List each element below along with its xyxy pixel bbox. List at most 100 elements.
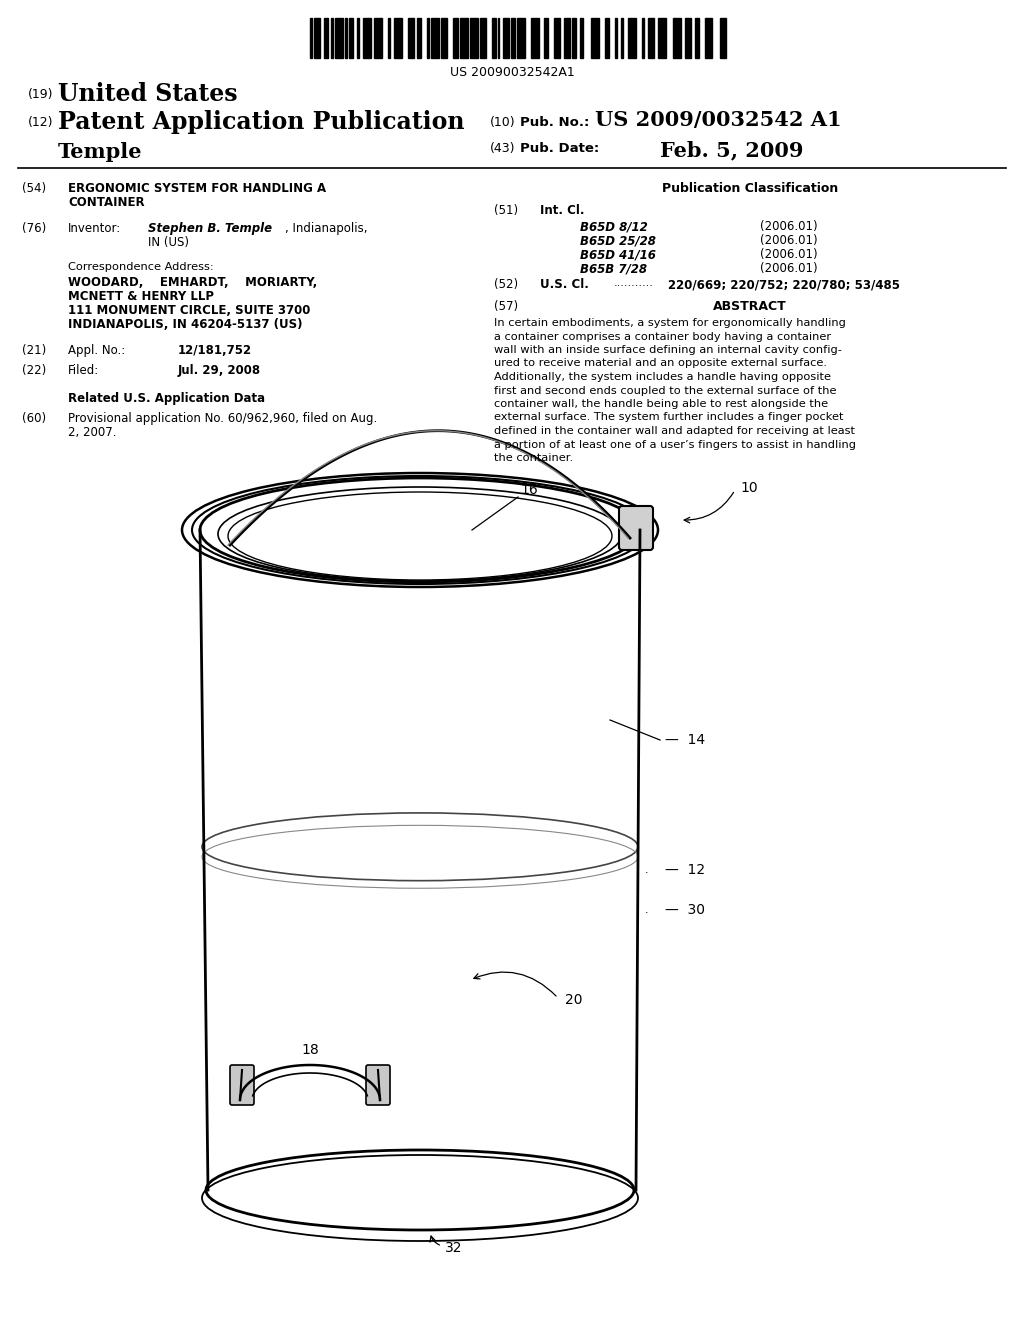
Text: 12/181,752: 12/181,752 [178,345,252,356]
Text: 10: 10 [740,480,758,495]
FancyBboxPatch shape [366,1065,390,1105]
Text: Patent Application Publication: Patent Application Publication [58,110,465,135]
Bar [388,18,390,58]
Text: (76): (76) [22,222,46,235]
Text: Inventor:: Inventor: [68,222,121,235]
Bar [431,18,439,58]
Bar [629,18,636,58]
Bar [504,18,509,58]
Text: defined in the container wall and adapted for receiving at least: defined in the container wall and adapte… [494,426,855,436]
Bar [480,18,485,58]
Bar [332,18,334,58]
Text: WOODARD,    EMHARDT,    MORIARTY,: WOODARD, EMHARDT, MORIARTY, [68,276,317,289]
Text: US 20090032542A1: US 20090032542A1 [450,66,574,79]
Bar [324,18,328,58]
Bar [720,18,726,58]
Text: (54): (54) [22,182,46,195]
Bar [605,18,609,58]
Text: IN (US): IN (US) [148,236,189,249]
Bar [453,18,459,58]
Bar [408,18,414,58]
Bar [314,18,319,58]
Text: (10): (10) [490,116,516,129]
Text: external surface. The system further includes a finger pocket: external surface. The system further inc… [494,412,844,422]
Bar [642,18,644,58]
Text: Additionally, the system includes a handle having opposite: Additionally, the system includes a hand… [494,372,831,381]
Bar [580,18,584,58]
Text: Temple: Temple [58,143,142,162]
Text: B65D 41/16: B65D 41/16 [580,248,656,261]
Bar [461,18,468,58]
Bar [657,18,666,58]
Text: container wall, the handle being able to rest alongside the: container wall, the handle being able to… [494,399,828,409]
Text: —  12: — 12 [665,863,706,876]
Text: Filed:: Filed: [68,364,99,378]
Bar [310,18,312,58]
Bar [394,18,401,58]
Bar [492,18,496,58]
Text: a container comprises a container body having a container: a container comprises a container body h… [494,331,831,342]
Text: INDIANAPOLIS, IN 46204-5137 (US): INDIANAPOLIS, IN 46204-5137 (US) [68,318,302,331]
Bar [357,18,358,58]
Bar [498,18,500,58]
Text: 111 MONUMENT CIRCLE, SUITE 3700: 111 MONUMENT CIRCLE, SUITE 3700 [68,304,310,317]
FancyBboxPatch shape [230,1065,254,1105]
Text: ured to receive material and an opposite external surface.: ured to receive material and an opposite… [494,359,827,368]
Bar [336,18,343,58]
Text: —  14: — 14 [665,733,706,747]
Bar [530,18,539,58]
Text: Related U.S. Application Data: Related U.S. Application Data [68,392,265,405]
Text: United States: United States [58,82,238,106]
Text: (12): (12) [28,116,53,129]
Text: Provisional application No. 60/962,960, filed on Aug.: Provisional application No. 60/962,960, … [68,412,377,425]
Bar [554,18,560,58]
Text: Int. Cl.: Int. Cl. [540,205,585,216]
Text: In certain embodiments, a system for ergonomically handling: In certain embodiments, a system for erg… [494,318,846,327]
Text: (60): (60) [22,412,46,425]
Bar [545,18,548,58]
Text: 220/669; 220/752; 220/780; 53/485: 220/669; 220/752; 220/780; 53/485 [668,279,900,290]
Bar [591,18,599,58]
Text: (2006.01): (2006.01) [760,234,817,247]
Bar [362,18,371,58]
Text: B65D 25/28: B65D 25/28 [580,234,656,247]
Text: (2006.01): (2006.01) [760,261,817,275]
Text: —  30: — 30 [665,903,705,917]
Bar [427,18,429,58]
Bar [470,18,478,58]
Bar [674,18,681,58]
Text: , Indianapolis,: , Indianapolis, [285,222,368,235]
Text: Appl. No.:: Appl. No.: [68,345,125,356]
Text: US 2009/0032542 A1: US 2009/0032542 A1 [595,110,842,129]
FancyBboxPatch shape [618,506,653,550]
Bar [418,18,421,58]
Text: wall with an inside surface defining an internal cavity config-: wall with an inside surface defining an … [494,345,842,355]
Text: Correspondence Address:: Correspondence Address: [68,261,214,272]
Text: the container.: the container. [494,453,573,463]
Bar [705,18,713,58]
Bar [517,18,525,58]
Text: 32: 32 [445,1241,463,1255]
Text: ABSTRACT: ABSTRACT [713,300,786,313]
Text: MCNETT & HENRY LLP: MCNETT & HENRY LLP [68,290,214,304]
Text: (52): (52) [494,279,518,290]
Bar [375,18,382,58]
Bar [345,18,347,58]
Text: (22): (22) [22,364,46,378]
Text: Feb. 5, 2009: Feb. 5, 2009 [660,140,804,160]
Text: 18: 18 [301,1043,318,1057]
Text: Pub. No.:: Pub. No.: [520,116,590,129]
Text: ...........: ........... [614,279,654,288]
Text: (51): (51) [494,205,518,216]
Text: B65B 7/28: B65B 7/28 [580,261,647,275]
Text: 2, 2007.: 2, 2007. [68,426,117,440]
Text: (2006.01): (2006.01) [760,248,817,261]
Text: (57): (57) [494,300,518,313]
Text: Jul. 29, 2008: Jul. 29, 2008 [178,364,261,378]
Bar [614,18,616,58]
Text: 20: 20 [565,993,583,1007]
Text: 16: 16 [520,483,538,498]
Bar [511,18,515,58]
Bar [441,18,446,58]
Bar [571,18,575,58]
